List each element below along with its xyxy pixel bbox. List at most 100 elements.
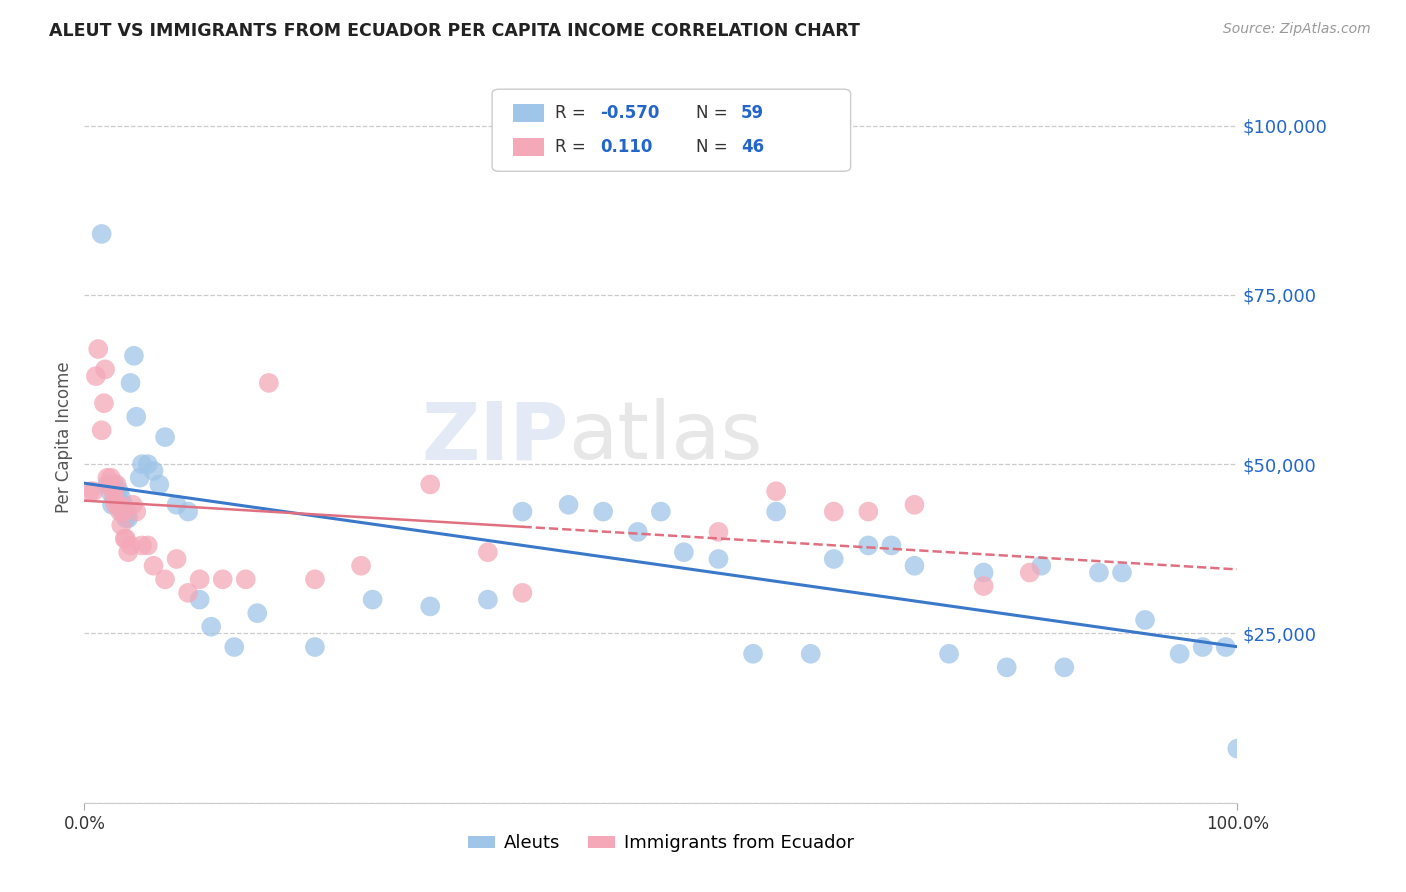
Text: ZIP: ZIP — [422, 398, 568, 476]
Point — [103, 477, 125, 491]
Point — [627, 524, 650, 539]
Point — [115, 532, 138, 546]
Point — [1088, 566, 1111, 580]
Point — [103, 484, 124, 499]
Point — [142, 464, 165, 478]
Point — [105, 477, 128, 491]
Point — [903, 558, 925, 573]
Y-axis label: Per Capita Income: Per Capita Income — [55, 361, 73, 513]
Point — [512, 505, 534, 519]
Point — [115, 505, 138, 519]
Point — [995, 660, 1018, 674]
Point — [84, 369, 107, 384]
Text: Source: ZipAtlas.com: Source: ZipAtlas.com — [1223, 22, 1371, 37]
Point — [1215, 640, 1237, 654]
Point — [304, 572, 326, 586]
Point — [672, 545, 695, 559]
Point — [148, 477, 170, 491]
Point — [98, 477, 121, 491]
Point — [117, 545, 139, 559]
Point — [1111, 566, 1133, 580]
Text: 59: 59 — [741, 104, 763, 122]
Text: ALEUT VS IMMIGRANTS FROM ECUADOR PER CAPITA INCOME CORRELATION CHART: ALEUT VS IMMIGRANTS FROM ECUADOR PER CAP… — [49, 22, 860, 40]
Point — [903, 498, 925, 512]
Point — [121, 498, 143, 512]
Point — [101, 498, 124, 512]
Point — [235, 572, 257, 586]
Point — [115, 511, 138, 525]
Point — [153, 430, 176, 444]
Point — [211, 572, 233, 586]
Point — [177, 586, 200, 600]
Point — [200, 620, 222, 634]
Point — [79, 484, 101, 499]
Point — [104, 498, 127, 512]
Point — [108, 498, 131, 512]
Point — [1053, 660, 1076, 674]
Point — [177, 505, 200, 519]
Point — [166, 552, 188, 566]
Point — [304, 640, 326, 654]
Text: N =: N = — [696, 138, 733, 156]
Point — [765, 484, 787, 499]
Point — [131, 457, 153, 471]
Point — [1226, 741, 1249, 756]
Point — [742, 647, 765, 661]
Point — [707, 552, 730, 566]
Point — [1133, 613, 1156, 627]
Point — [858, 538, 880, 552]
Point — [98, 484, 121, 499]
Point — [90, 227, 112, 241]
Point — [592, 505, 614, 519]
Point — [1031, 558, 1053, 573]
Point — [142, 558, 165, 573]
Point — [419, 599, 441, 614]
Point — [114, 532, 136, 546]
Point — [125, 505, 148, 519]
Point — [96, 471, 118, 485]
Point — [120, 538, 142, 552]
Point — [1191, 640, 1213, 654]
Point — [136, 457, 159, 471]
Point — [153, 572, 176, 586]
Point — [93, 396, 115, 410]
Point — [94, 362, 117, 376]
Point — [823, 505, 845, 519]
Point — [973, 579, 995, 593]
Point — [188, 592, 211, 607]
Point — [188, 572, 211, 586]
Legend: Aleuts, Immigrants from Ecuador: Aleuts, Immigrants from Ecuador — [461, 827, 860, 860]
Point — [122, 349, 145, 363]
Text: R =: R = — [555, 104, 592, 122]
Point — [477, 545, 499, 559]
Text: atlas: atlas — [568, 398, 763, 476]
Point — [108, 505, 131, 519]
Point — [707, 524, 730, 539]
Point — [823, 552, 845, 566]
Point — [108, 484, 131, 499]
Point — [477, 592, 499, 607]
Point — [120, 376, 142, 390]
Point — [512, 586, 534, 600]
Point — [125, 409, 148, 424]
Point — [361, 592, 384, 607]
Point — [1168, 647, 1191, 661]
Text: 0.110: 0.110 — [600, 138, 652, 156]
Point — [858, 505, 880, 519]
Point — [103, 491, 125, 505]
Point — [111, 505, 134, 519]
Point — [110, 491, 132, 505]
Point — [87, 342, 110, 356]
Point — [257, 376, 280, 390]
Point — [96, 477, 118, 491]
Point — [112, 505, 135, 519]
Text: R =: R = — [555, 138, 592, 156]
Point — [110, 518, 132, 533]
Point — [83, 484, 105, 499]
Point — [800, 647, 823, 661]
Point — [166, 498, 188, 512]
Point — [1018, 566, 1040, 580]
Text: -0.570: -0.570 — [600, 104, 659, 122]
Point — [973, 566, 995, 580]
Point — [765, 505, 787, 519]
